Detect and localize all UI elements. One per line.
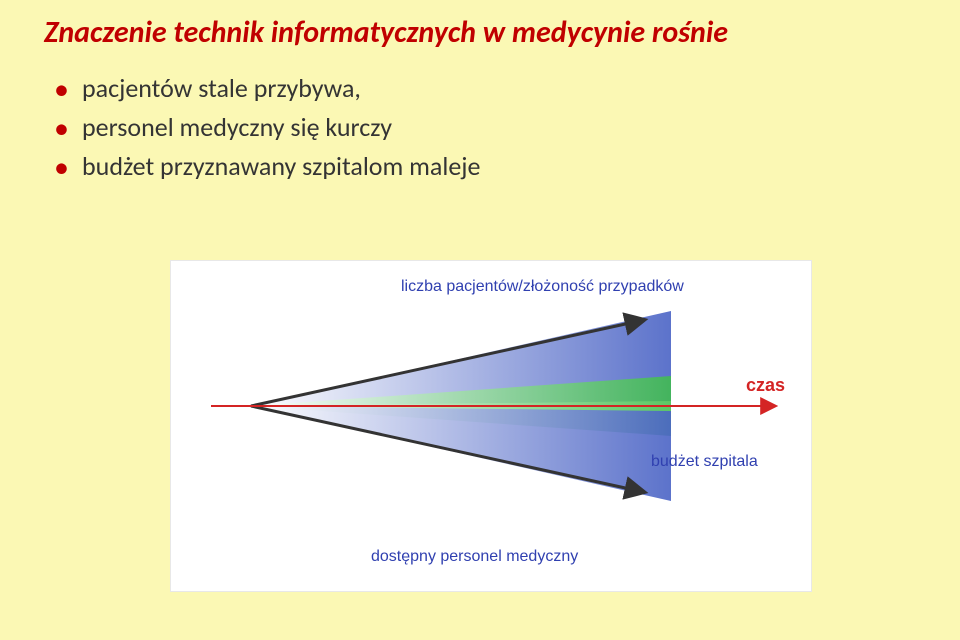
page-title: Znaczenie technik informatycznych w medy…	[44, 14, 930, 51]
bullet-item: personel medyczny się kurczy	[54, 108, 930, 147]
label-staff: dostępny personel medyczny	[371, 548, 578, 565]
bullet-list: pacjentów stale przybywa, personel medyc…	[54, 69, 930, 186]
label-patients: liczba pacjentów/złożoność przypadków	[401, 278, 684, 295]
label-budget: budżet szpitala	[651, 453, 758, 470]
bullet-item: pacjentów stale przybywa,	[54, 69, 930, 108]
label-time: czas	[746, 375, 785, 395]
trend-diagram-svg: liczba pacjentów/złożoność przypadków cz…	[171, 261, 811, 591]
trend-diagram: liczba pacjentów/złożoność przypadków cz…	[170, 260, 812, 592]
bullet-item: budżet przyznawany szpitalom maleje	[54, 147, 930, 186]
slide: Znaczenie technik informatycznych w medy…	[0, 0, 960, 640]
